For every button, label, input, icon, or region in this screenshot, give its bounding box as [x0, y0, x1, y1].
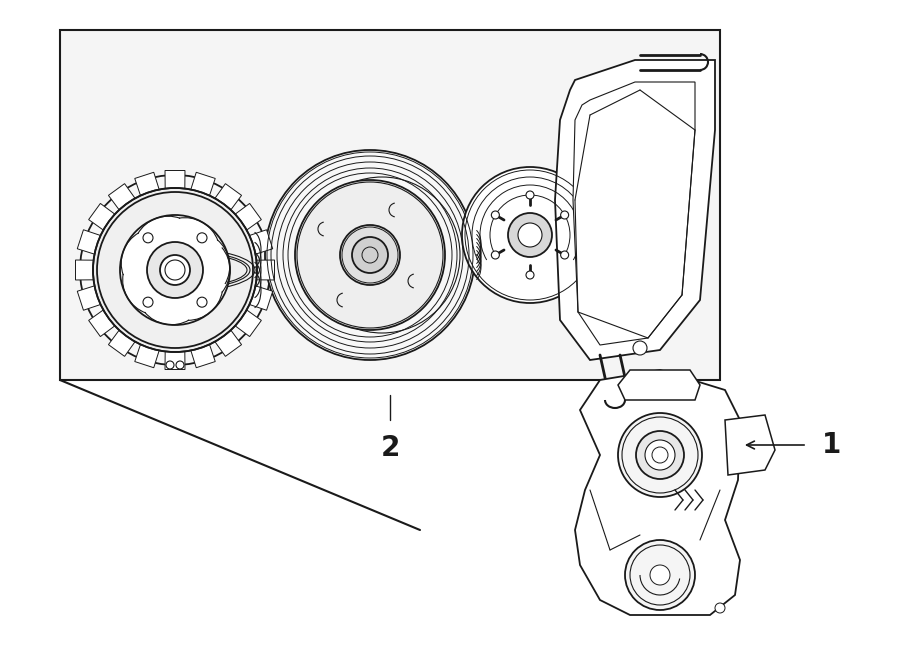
Polygon shape [60, 30, 720, 380]
Circle shape [462, 167, 598, 303]
Circle shape [147, 242, 203, 298]
Circle shape [197, 233, 207, 243]
Circle shape [143, 297, 153, 307]
Polygon shape [249, 230, 273, 254]
Text: 2: 2 [381, 434, 400, 462]
Circle shape [160, 255, 190, 285]
Circle shape [561, 251, 569, 259]
Circle shape [491, 251, 500, 259]
Polygon shape [249, 286, 273, 310]
Polygon shape [575, 370, 740, 615]
Circle shape [352, 237, 388, 273]
Polygon shape [235, 204, 261, 230]
Circle shape [295, 180, 445, 330]
Polygon shape [108, 184, 135, 210]
Polygon shape [191, 173, 215, 196]
Polygon shape [76, 260, 94, 280]
Circle shape [176, 361, 184, 369]
Polygon shape [165, 171, 185, 188]
Polygon shape [77, 230, 101, 254]
Polygon shape [215, 330, 241, 356]
Circle shape [518, 223, 542, 247]
Circle shape [650, 565, 670, 585]
Polygon shape [618, 370, 700, 400]
Circle shape [265, 150, 475, 360]
Text: 1: 1 [822, 431, 842, 459]
Polygon shape [88, 204, 115, 230]
Polygon shape [108, 330, 135, 356]
Circle shape [715, 603, 725, 613]
Circle shape [618, 413, 702, 497]
Polygon shape [135, 173, 159, 196]
Circle shape [197, 297, 207, 307]
Circle shape [633, 341, 647, 355]
Ellipse shape [304, 177, 460, 333]
Polygon shape [77, 286, 101, 310]
Polygon shape [725, 415, 775, 475]
Circle shape [508, 213, 552, 257]
Polygon shape [235, 310, 261, 336]
Circle shape [526, 191, 534, 199]
Circle shape [636, 431, 684, 479]
Circle shape [625, 540, 695, 610]
Polygon shape [88, 310, 115, 336]
Circle shape [491, 211, 500, 219]
Circle shape [80, 175, 270, 365]
Circle shape [340, 225, 400, 285]
Circle shape [526, 271, 534, 279]
Polygon shape [135, 344, 159, 368]
Polygon shape [215, 184, 241, 210]
Circle shape [143, 233, 153, 243]
Polygon shape [165, 352, 185, 369]
Circle shape [645, 440, 675, 470]
Circle shape [93, 188, 257, 352]
Circle shape [166, 361, 174, 369]
Polygon shape [191, 344, 215, 368]
Polygon shape [573, 82, 695, 345]
Circle shape [120, 215, 230, 325]
Polygon shape [256, 260, 274, 280]
Circle shape [561, 211, 569, 219]
Polygon shape [555, 60, 715, 360]
